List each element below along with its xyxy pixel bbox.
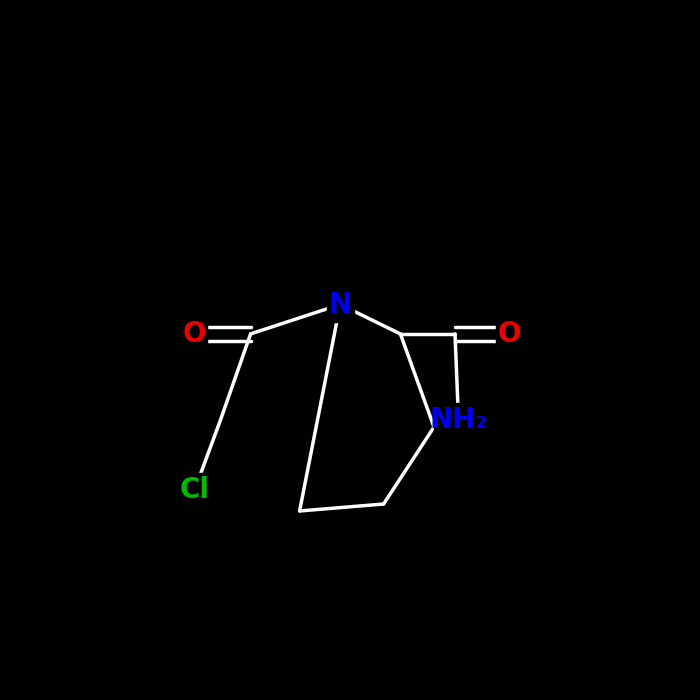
Text: Cl: Cl (180, 476, 209, 504)
Bar (327, 287, 354, 322)
Text: NH₂: NH₂ (429, 406, 488, 434)
Bar (496, 316, 523, 351)
Bar (175, 473, 214, 508)
Bar (434, 402, 483, 438)
Bar (181, 316, 207, 351)
Text: N: N (328, 290, 352, 318)
Text: O: O (182, 320, 206, 348)
Text: O: O (498, 320, 522, 348)
